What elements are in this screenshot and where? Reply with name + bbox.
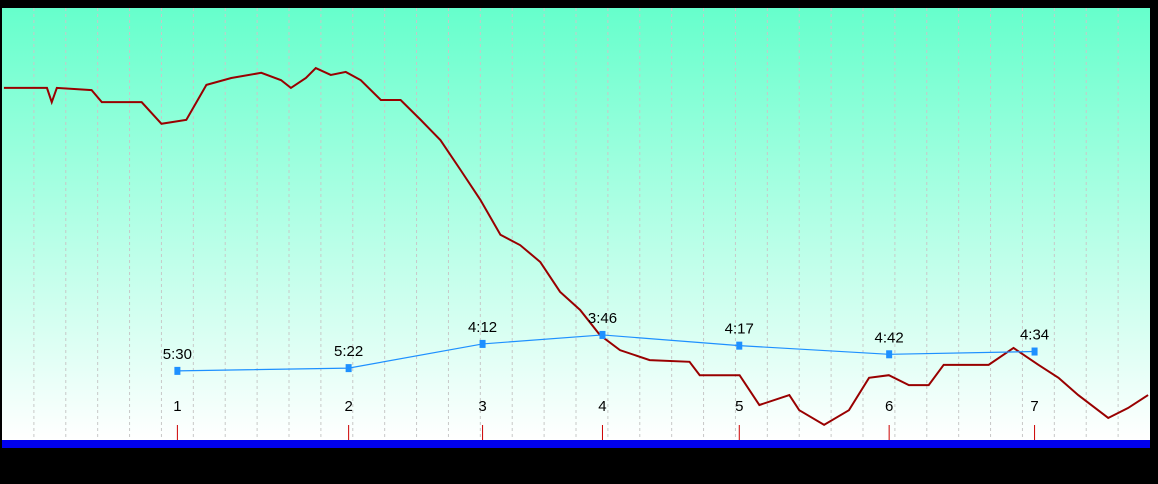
lap-label: 3 (478, 398, 486, 415)
split-label: 4:34 (1020, 327, 1049, 344)
split-label: 5:22 (334, 343, 363, 360)
series-line (3, 66, 1149, 427)
split-marker (599, 330, 606, 339)
split-label: 4:42 (875, 329, 904, 346)
split-label: 4:17 (725, 321, 754, 338)
lap-label: 6 (885, 398, 893, 415)
lap-label: 5 (735, 398, 743, 415)
split-marker (174, 366, 181, 375)
split-label: 4:12 (468, 319, 497, 336)
split-marker (1031, 347, 1038, 356)
lap-label: 2 (344, 398, 352, 415)
split-label: 5:30 (163, 346, 192, 363)
time-bar (2, 440, 1150, 448)
split-marker (736, 341, 743, 350)
lap-label: 1 (173, 398, 181, 415)
split-marker (479, 339, 486, 348)
split-marker (345, 364, 352, 373)
split-label: 3:46 (588, 310, 617, 327)
lap-label: 7 (1030, 398, 1038, 415)
lap-label: 4 (598, 398, 606, 415)
split-marker (886, 350, 893, 359)
